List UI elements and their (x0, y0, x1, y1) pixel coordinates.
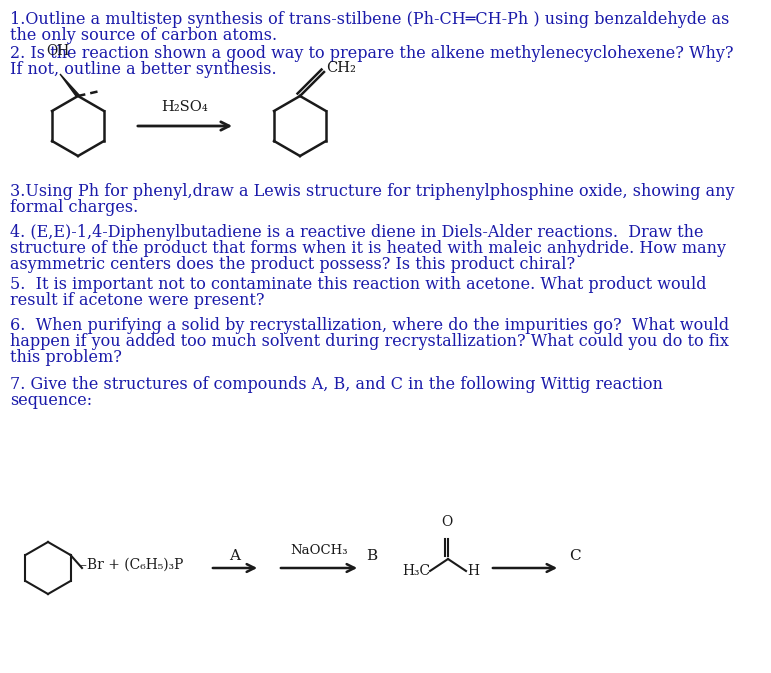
Text: O: O (441, 515, 453, 529)
Text: CH₂: CH₂ (326, 61, 356, 75)
Text: 7. Give the structures of compounds A, B, and C in the following Wittig reaction: 7. Give the structures of compounds A, B… (10, 376, 663, 393)
Text: 4. (E,E)-1,4-Diphenylbutadiene is a reactive diene in Diels-Alder reactions.  Dr: 4. (E,E)-1,4-Diphenylbutadiene is a reac… (10, 224, 703, 241)
Text: If not, outline a better synthesis.: If not, outline a better synthesis. (10, 61, 277, 78)
Text: 5.  It is important not to contaminate this reaction with acetone. What product : 5. It is important not to contaminate th… (10, 276, 706, 293)
Text: sequence:: sequence: (10, 392, 92, 409)
Text: result if acetone were present?: result if acetone were present? (10, 292, 264, 309)
Text: this problem?: this problem? (10, 349, 122, 366)
Text: A: A (230, 549, 241, 563)
Text: 3.Using Ph for phenyl,draw a Lewis structure for triphenylphosphine oxide, showi: 3.Using Ph for phenyl,draw a Lewis struc… (10, 183, 735, 200)
Text: happen if you added too much solvent during recrystallization? What could you do: happen if you added too much solvent dur… (10, 333, 729, 350)
Text: structure of the product that forms when it is heated with maleic anhydride. How: structure of the product that forms when… (10, 240, 726, 257)
Text: 1.Outline a multistep synthesis of trans-stilbene (Ph-CH═CH-Ph ) using benzaldeh: 1.Outline a multistep synthesis of trans… (10, 11, 729, 28)
Text: asymmetric centers does the product possess? Is this product chiral?: asymmetric centers does the product poss… (10, 256, 575, 273)
Text: –Br + (C₆H₅)₃P: –Br + (C₆H₅)₃P (80, 558, 183, 572)
Text: NaOCH₃: NaOCH₃ (290, 544, 348, 557)
Text: H₂SO₄: H₂SO₄ (162, 100, 208, 114)
Text: OH: OH (46, 44, 69, 58)
Text: B: B (366, 549, 378, 563)
Text: 2. Is the reaction shown a good way to prepare the alkene methylenecyclohexene? : 2. Is the reaction shown a good way to p… (10, 45, 733, 62)
Polygon shape (60, 74, 80, 96)
Text: C: C (569, 549, 581, 563)
Text: H: H (467, 564, 479, 578)
Text: the only source of carbon atoms.: the only source of carbon atoms. (10, 27, 277, 44)
Text: 6.  When purifying a solid by recrystallization, where do the impurities go?  Wh: 6. When purifying a solid by recrystalli… (10, 317, 729, 334)
Text: formal charges.: formal charges. (10, 199, 138, 216)
Text: H₃C: H₃C (402, 564, 430, 578)
